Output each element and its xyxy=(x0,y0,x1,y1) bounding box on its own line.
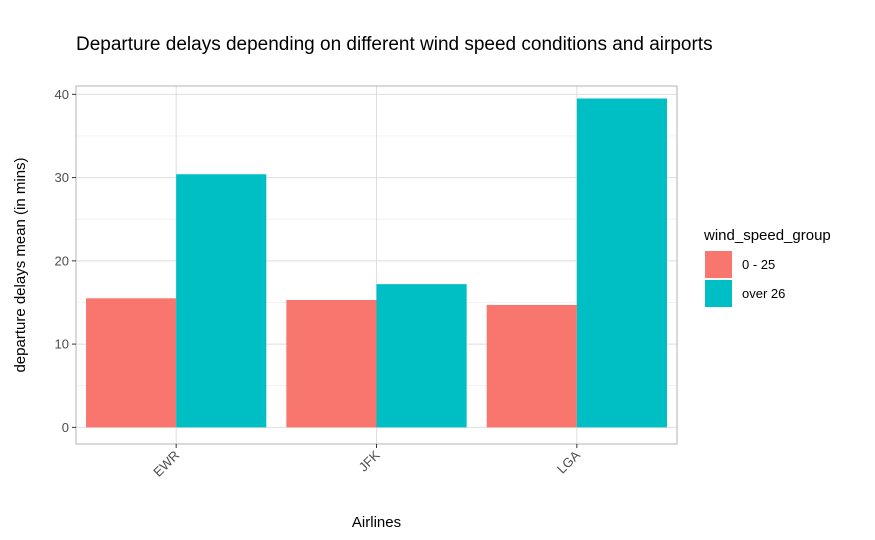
y-axis: 0 10 20 30 40 xyxy=(55,87,76,435)
y-axis-title: departure delays mean (in mins) xyxy=(12,157,29,372)
x-tick-label: EWR xyxy=(150,448,182,480)
legend-key-swatch xyxy=(705,251,732,278)
bar-jfk-series-1 xyxy=(286,299,377,428)
bar-lga-series-1 xyxy=(486,304,577,428)
bar-lga-series-2 xyxy=(576,98,667,428)
bar-ewr-series-1 xyxy=(86,298,177,428)
x-axis-title: Airlines xyxy=(352,514,401,531)
x-tick-label: LGA xyxy=(554,447,583,476)
legend-key-label: 0 - 25 xyxy=(742,257,775,272)
chart-title: Departure delays depending on different … xyxy=(76,34,713,55)
bar-ewr-series-2 xyxy=(176,174,267,428)
y-tick-label: 10 xyxy=(55,337,69,352)
legend: wind_speed_group 0 - 25 over 26 xyxy=(703,227,831,307)
y-tick-label: 20 xyxy=(55,253,69,268)
legend-key-swatch xyxy=(705,280,732,307)
legend-key-label: over 26 xyxy=(742,286,785,301)
bars-group xyxy=(86,98,667,428)
y-tick-label: 0 xyxy=(62,420,69,435)
y-tick-label: 30 xyxy=(55,170,69,185)
x-axis: EWR JFK LGA xyxy=(150,444,583,480)
bar-jfk-series-2 xyxy=(376,284,467,428)
x-tick-label: JFK xyxy=(356,447,383,474)
y-tick-label: 40 xyxy=(55,87,69,102)
legend-title: wind_speed_group xyxy=(703,227,831,244)
